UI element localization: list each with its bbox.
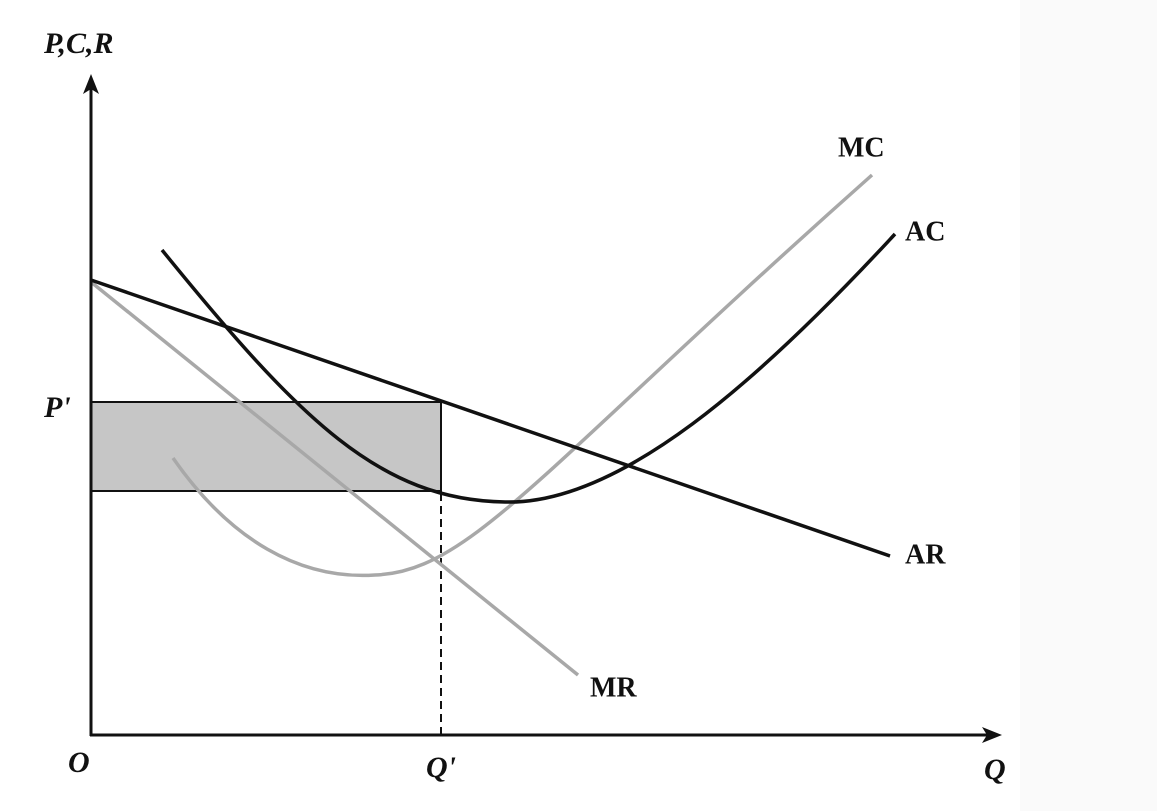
mr-label: MR [590,672,637,703]
ac-curve [160,232,897,504]
ac-label: AC [905,216,945,247]
mr-curve [89,280,580,677]
y-arrow [83,74,99,94]
origin-label: O [68,746,90,779]
price-label: P' [43,391,71,424]
mc-label: MC [838,132,885,163]
mc-curve [171,173,874,578]
x-axis-label: Q [984,753,1006,786]
profit-area [90,401,442,492]
quantity-label: Q' [426,751,456,784]
margin [1020,0,1157,811]
y-axis-label: P,C,R [43,27,113,60]
ar-curve [90,278,891,558]
ar-label: AR [905,539,946,570]
x-arrow [982,727,1002,743]
